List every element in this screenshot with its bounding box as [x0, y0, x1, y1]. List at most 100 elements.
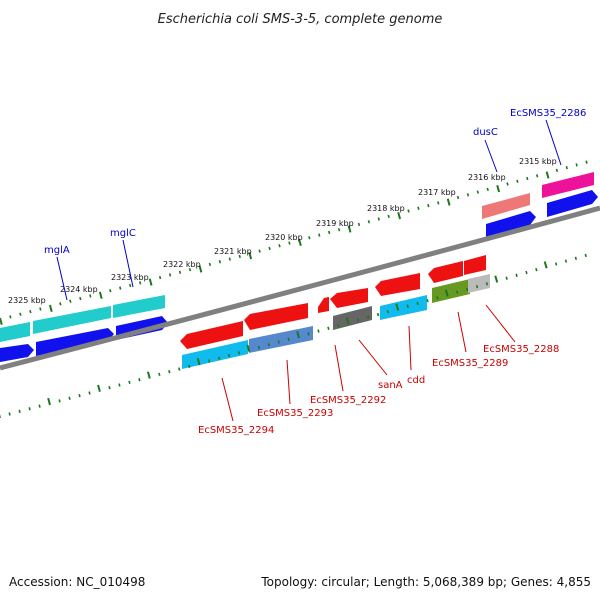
gene-label-EcSMS35_2289[interactable]: EcSMS35_2289	[432, 358, 508, 369]
minor-tick	[227, 353, 231, 358]
gene-labels: mglA mglC dusC EcSMS35_2286 EcSMS35_2294…	[44, 108, 586, 436]
major-tick	[49, 304, 53, 312]
minor-tick	[168, 370, 171, 374]
minor-tick	[476, 190, 480, 194]
gene-mglA[interactable]	[36, 328, 114, 356]
minor-tick	[584, 253, 587, 258]
gene-EcSMS35_2289-lower[interactable]	[432, 279, 470, 303]
minor-tick	[516, 179, 519, 183]
minor-tick	[89, 294, 92, 298]
gene-label-EcSMS35_2292[interactable]: EcSMS35_2292	[310, 395, 386, 406]
minor-tick	[258, 249, 261, 253]
minor-tick	[188, 364, 191, 369]
minor-tick	[317, 329, 320, 333]
minor-tick	[277, 340, 280, 344]
minor-tick	[8, 412, 11, 416]
gene-small-red[interactable]	[318, 297, 329, 313]
major-tick	[345, 317, 350, 325]
gene-EcSMS35_2294[interactable]	[180, 321, 243, 349]
minor-tick	[38, 404, 41, 408]
gene-label-mglC[interactable]: mglC	[110, 228, 136, 239]
gene-label-EcSMS35_2286[interactable]: EcSMS35_2286	[510, 108, 586, 119]
gene-EcSMS35_2288[interactable]	[464, 255, 486, 275]
leader-line	[358, 339, 388, 376]
gene-label-EcSMS35_2294[interactable]: EcSMS35_2294	[198, 425, 274, 436]
leader-line	[56, 256, 68, 301]
minor-tick	[207, 359, 211, 363]
minor-tick	[376, 312, 380, 317]
minor-tick	[208, 262, 212, 267]
gene-label-EcSMS35_2288[interactable]: EcSMS35_2288	[483, 344, 559, 355]
minor-tick	[129, 283, 132, 288]
scale-label: 2316 kbp	[468, 173, 506, 182]
scale-labels: 2325 kbp 2324 kbp 2323 kbp 2322 kbp 2321…	[8, 157, 557, 305]
major-tick	[98, 291, 103, 299]
gene-mglC-top[interactable]	[113, 295, 165, 318]
scale-label: 2315 kbp	[519, 157, 557, 166]
minor-tick	[158, 275, 162, 280]
minor-tick	[485, 282, 489, 286]
leader-line	[408, 325, 412, 371]
gene-label-EcSMS35_2293[interactable]: EcSMS35_2293	[257, 408, 333, 419]
gene-mglA-top[interactable]	[33, 306, 111, 334]
minor-tick	[58, 399, 61, 403]
minor-tick	[466, 193, 470, 197]
leader-line	[457, 311, 467, 353]
gene-blue-left[interactable]	[0, 344, 34, 362]
major-tick	[298, 238, 302, 247]
minor-tick	[574, 256, 578, 260]
minor-tick	[515, 273, 518, 278]
major-tick	[148, 278, 153, 286]
major-tick	[494, 275, 499, 283]
scale-label: 2322 kbp	[163, 260, 201, 269]
minor-tick	[168, 273, 172, 277]
major-tick	[97, 384, 101, 393]
map-title: Escherichia coli SMS-3-5, complete genom…	[158, 12, 443, 27]
minor-tick	[228, 257, 231, 261]
minor-tick	[554, 262, 558, 266]
gene-label-cdd[interactable]: cdd	[407, 375, 425, 386]
scale-label: 2318 kbp	[367, 204, 405, 213]
gene-EcSMS35_2289[interactable]	[428, 261, 463, 283]
leader-line	[334, 344, 344, 392]
gene-cdd[interactable]	[380, 295, 427, 320]
minor-tick	[307, 332, 310, 336]
gene-EcSMS35_2286[interactable]	[547, 190, 598, 217]
topology-text: Topology: circular; Length: 5,068,389 bp…	[260, 575, 591, 589]
minor-tick	[59, 302, 62, 306]
minor-tick	[308, 236, 311, 240]
gene-dusC-top[interactable]	[482, 193, 530, 219]
minor-tick	[128, 380, 131, 385]
minor-tick	[337, 228, 341, 232]
major-tick	[196, 358, 201, 366]
minor-tick	[218, 260, 222, 264]
minor-tick	[39, 307, 42, 311]
gene-dusC[interactable]	[486, 211, 536, 237]
minor-tick	[78, 393, 81, 398]
gene-EcSMS35_2292-lower[interactable]	[333, 306, 372, 330]
gene-label-dusC[interactable]: dusC	[473, 127, 498, 138]
gene-EcSMS35_2293[interactable]	[244, 303, 308, 330]
minor-tick	[118, 383, 121, 387]
minor-tick	[486, 187, 489, 192]
gene-label-sanA[interactable]: sanA	[378, 380, 403, 391]
major-tick	[545, 171, 550, 179]
gene-sanA[interactable]	[375, 273, 420, 296]
accession-text: Accession: NC_010498	[9, 575, 145, 589]
leader-line	[485, 304, 516, 343]
minor-tick	[427, 203, 430, 208]
major-tick	[146, 371, 151, 379]
leader-line	[122, 239, 134, 288]
minor-tick	[139, 281, 142, 285]
gene-EcSMS35_2292[interactable]	[330, 288, 368, 308]
leader-line	[545, 119, 562, 166]
gene-EcSMS35_2286-top[interactable]	[542, 172, 594, 198]
minor-tick	[138, 378, 141, 382]
minor-tick	[238, 254, 241, 259]
minor-tick	[18, 409, 21, 413]
minor-tick	[426, 298, 429, 303]
gene-teal-left[interactable]	[0, 322, 30, 342]
gene-EcSMS35_2288-lower[interactable]	[468, 274, 490, 293]
gene-label-mglA[interactable]: mglA	[44, 245, 70, 256]
